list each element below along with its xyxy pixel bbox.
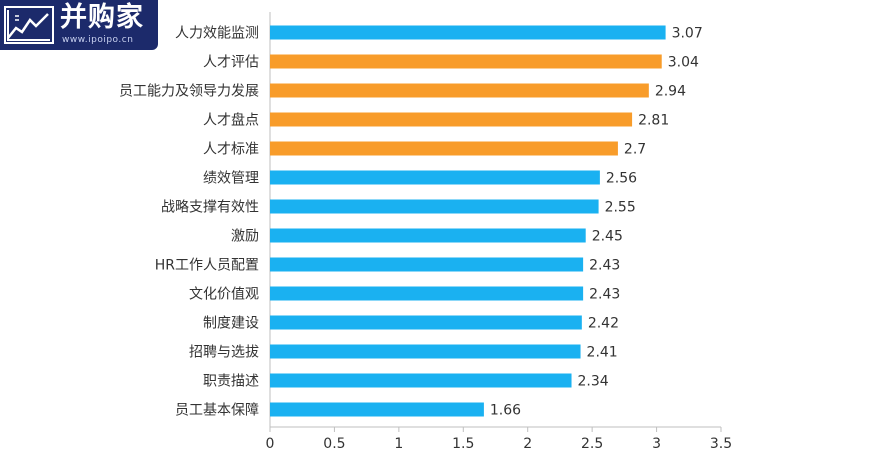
x-tick-label: 2.5 <box>581 436 603 451</box>
data-label: 3.07 <box>672 26 703 42</box>
data-label: 2.7 <box>624 142 646 158</box>
bar <box>270 257 584 272</box>
category-label: 人才标准 <box>203 142 259 158</box>
x-tick-label: 0 <box>266 436 275 451</box>
watermark-brand: 并购家 <box>60 2 144 33</box>
watermark-url: www.ipoipo.cn <box>62 35 134 45</box>
data-label: 2.41 <box>587 345 618 361</box>
category-label: 制度建设 <box>203 316 259 332</box>
bar <box>270 54 662 69</box>
category-label: 职责描述 <box>203 374 259 390</box>
x-tick-label: 3.5 <box>710 436 732 451</box>
data-label: 1.66 <box>490 403 521 419</box>
category-label: 战略支撑有效性 <box>161 200 259 216</box>
bar <box>270 315 582 330</box>
category-label: 人力效能监测 <box>175 26 259 42</box>
chart-logo-icon <box>4 6 54 44</box>
x-tick-label: 1 <box>394 436 403 451</box>
category-label: 招聘与选拔 <box>189 345 259 361</box>
bar <box>270 199 599 214</box>
bar <box>270 286 584 301</box>
data-label: 2.94 <box>655 84 686 100</box>
bar <box>270 344 581 359</box>
category-label: 激励 <box>231 228 259 245</box>
x-tick-label: 0.5 <box>323 436 345 451</box>
data-label: 2.45 <box>592 229 623 245</box>
x-tick-label: 2 <box>523 436 532 451</box>
watermark-logo: 并购家 www.ipoipo.cn <box>0 0 158 50</box>
data-label: 2.42 <box>588 316 619 332</box>
bar <box>270 373 572 388</box>
bar <box>270 170 600 185</box>
category-label: HR工作人员配置 <box>155 258 259 274</box>
category-label: 员工基本保障 <box>175 402 259 419</box>
data-label: 2.43 <box>589 258 620 274</box>
category-label: 文化价值观 <box>189 287 259 303</box>
category-label: 人才盘点 <box>203 112 259 129</box>
data-label: 2.56 <box>606 171 637 187</box>
category-label: 员工能力及领导力发展 <box>119 84 259 100</box>
x-tick-label: 1.5 <box>452 436 474 451</box>
data-label: 2.81 <box>638 113 669 129</box>
bar <box>270 112 633 127</box>
category-label: 绩效管理 <box>203 171 259 187</box>
data-label: 3.04 <box>668 55 699 71</box>
category-label: 人才评估 <box>203 55 259 71</box>
data-label: 2.55 <box>605 200 636 216</box>
data-label: 2.34 <box>578 374 609 390</box>
bar <box>270 25 666 40</box>
bar <box>270 141 618 156</box>
bar <box>270 402 484 417</box>
x-tick-label: 3 <box>652 436 661 451</box>
bar <box>270 228 586 243</box>
data-label: 2.43 <box>589 287 620 303</box>
bar <box>270 83 649 98</box>
